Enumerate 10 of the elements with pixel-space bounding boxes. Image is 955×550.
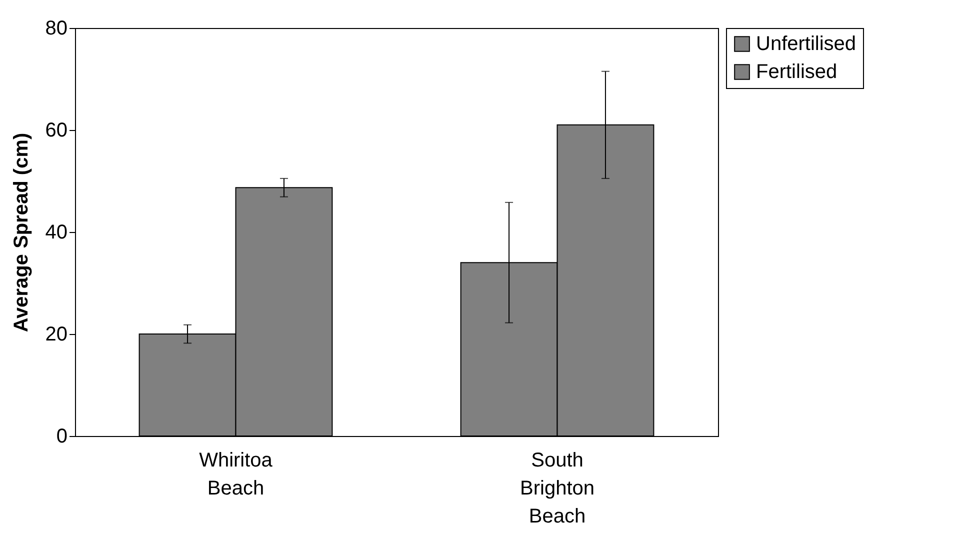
legend-label: Unfertilised [756,33,856,55]
x-tick-label: Whiritoa Beach [199,450,274,500]
y-tick-label: 0 [56,426,68,448]
y-tick-label: 80 [45,18,68,40]
legend-label: Fertilised [756,61,838,83]
y-axis-title: Average Spread (cm) [10,132,32,332]
y-tick-label: 40 [45,222,68,244]
x-tick-label: South Brighton Beach [520,450,594,528]
y-tick-label: 60 [45,120,68,142]
y-tick-label: 20 [45,324,68,346]
